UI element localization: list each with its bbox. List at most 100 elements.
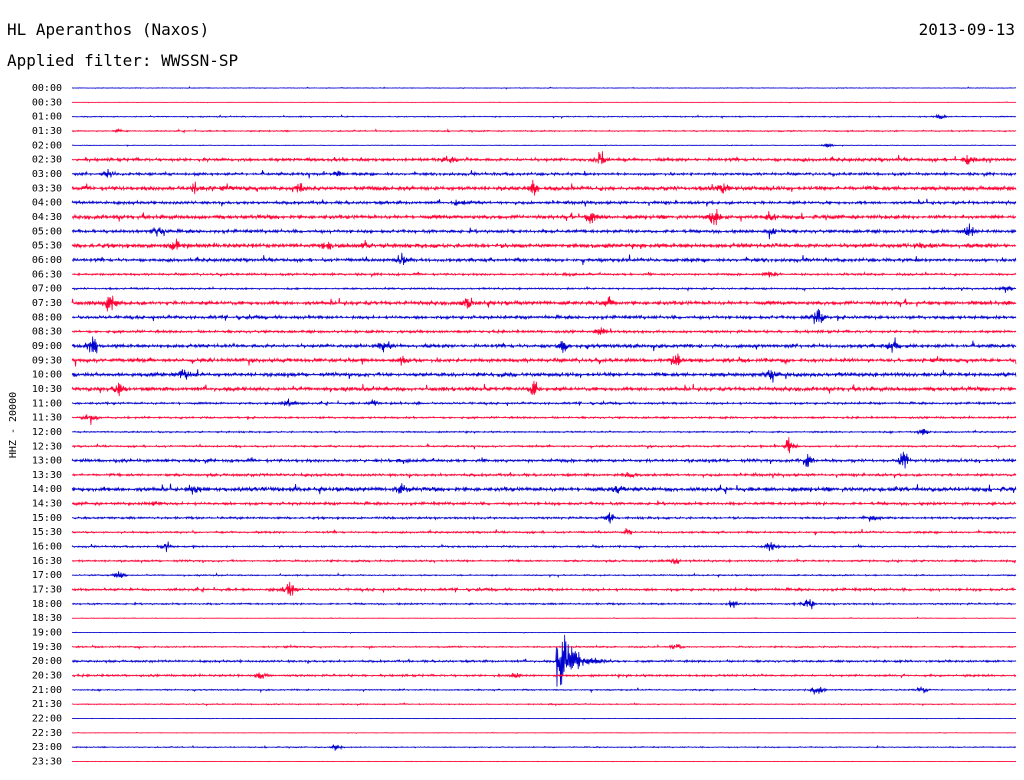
station-title: HL Aperanthos (Naxos) [7,20,210,39]
trace-line [71,717,1017,720]
time-label: 04:30 [32,212,62,223]
filter-label: Applied filter: WWSSN-SP [7,51,239,70]
time-label: 01:30 [32,126,62,137]
trace-line [71,744,1017,751]
trace-line [71,702,1017,707]
trace-line [71,151,1017,165]
trace-line [71,631,1017,634]
time-label: 17:30 [32,585,62,596]
time-label: 11:00 [32,398,62,409]
trace-line [71,198,1017,207]
trace-line [71,238,1017,251]
trace-line [71,558,1017,565]
time-label: 22:30 [32,728,62,739]
trace-line [71,471,1017,479]
trace-line [71,179,1017,196]
time-label: 15:00 [32,513,62,524]
time-label: 02:00 [32,140,62,151]
time-label: 09:30 [32,355,62,366]
trace-line [71,271,1017,278]
trace-line [71,369,1017,383]
channel-label: HHZ - 20000 [8,392,19,458]
time-label: 17:00 [32,570,62,581]
trace-line [71,380,1017,397]
time-label: 19:30 [32,642,62,653]
time-label: 20:00 [32,656,62,667]
trace-line [71,223,1017,240]
time-label: 21:00 [32,685,62,696]
trace-line [71,169,1017,179]
trace-line [71,512,1017,524]
time-label: 10:30 [32,384,62,395]
time-label: 12:00 [32,427,62,438]
time-label: 14:30 [32,499,62,510]
trace-line [71,483,1017,495]
time-label: 12:30 [32,441,62,452]
time-label: 04:00 [32,198,62,209]
time-label: 23:30 [32,757,62,768]
trace-line [71,528,1017,536]
time-label: 07:00 [32,284,62,295]
trace-line [71,295,1017,312]
trace-line [71,437,1017,454]
time-label: 16:30 [32,556,62,567]
time-label: 03:00 [32,169,62,180]
seismic-traces [71,86,1017,763]
trace-line [71,541,1017,553]
trace-line [71,731,1017,734]
trace-line [71,643,1017,650]
trace-line [71,599,1017,610]
trace-line [71,353,1017,367]
date-label: 2013-09-13 [918,20,1015,39]
time-label: 08:30 [32,327,62,338]
trace-line [71,581,1017,596]
trace-line [71,760,1017,763]
trace-line [71,143,1017,148]
trace-line [71,101,1017,104]
time-label: 03:30 [32,183,62,194]
time-label: 15:30 [32,527,62,538]
trace-line [71,86,1017,90]
trace-line [71,128,1017,134]
time-label: 18:30 [32,613,62,624]
trace-line [71,414,1017,426]
time-label: 23:00 [32,742,62,753]
time-labels: 00:00 00:30 01:00 01:30 02:00 02:30 03:00 03:30… [32,83,62,768]
time-label: 05:30 [32,241,62,252]
trace-line [71,571,1017,579]
time-label: 13:00 [32,456,62,467]
time-label: 06:00 [32,255,62,266]
time-label: 18:00 [32,599,62,610]
time-label: 14:00 [32,484,62,495]
trace-line [71,634,1017,687]
time-label: 22:00 [32,714,62,725]
time-label: 21:30 [32,699,62,710]
time-label: 02:30 [32,155,62,166]
time-label: 11:30 [32,413,62,424]
time-label: 06:30 [32,269,62,280]
time-label: 09:00 [32,341,62,352]
trace-line [71,686,1017,695]
time-label: 16:00 [32,542,62,553]
time-label: 20:30 [32,671,62,682]
time-label: 10:00 [32,370,62,381]
time-label: 00:00 [32,83,62,94]
trace-line [71,336,1017,354]
trace-line [71,500,1017,507]
time-label: 07:30 [32,298,62,309]
trace-line [71,113,1017,120]
time-label: 01:00 [32,112,62,123]
trace-line [72,616,1017,620]
trace-line [71,428,1017,436]
time-label: 19:00 [32,628,62,639]
trace-line [71,209,1017,226]
trace-line [71,327,1017,335]
trace-line [71,252,1017,265]
time-label: 00:30 [32,97,62,108]
trace-line [71,451,1017,469]
time-label: 08:00 [32,312,62,323]
trace-line [71,285,1017,293]
time-label: 13:30 [32,470,62,481]
trace-line [71,398,1017,407]
